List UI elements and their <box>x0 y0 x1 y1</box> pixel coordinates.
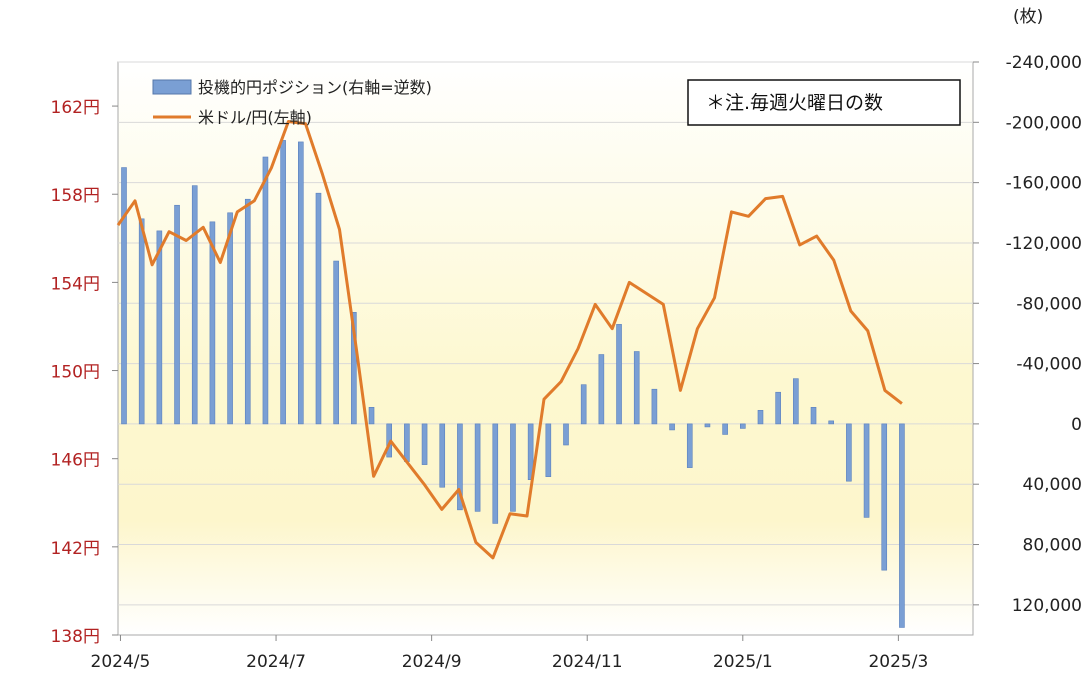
bar <box>174 204 180 425</box>
right-axis: -240,000 -200,000 -160,000 -120,000 -80,000 -… <box>973 53 1082 616</box>
bar <box>881 423 888 571</box>
right-tick-label: 40,000 <box>1023 475 1082 495</box>
bar <box>138 218 145 425</box>
bar <box>580 384 587 425</box>
bar <box>457 423 463 511</box>
right-tick-label: -120,000 <box>1006 234 1082 254</box>
bar <box>510 423 516 512</box>
bar <box>474 423 481 512</box>
bar <box>810 407 817 425</box>
bar <box>739 423 746 429</box>
bar <box>616 324 622 425</box>
bar <box>368 407 375 425</box>
bar <box>863 423 870 518</box>
legend-label-bar: 投機的円ポジション(右軸=逆数) <box>198 78 432 97</box>
bar <box>775 391 781 425</box>
bar <box>280 140 286 425</box>
bar <box>404 423 410 462</box>
usd-jpy-line <box>116 120 903 560</box>
bar <box>686 423 693 468</box>
bar <box>704 423 711 428</box>
line-series <box>116 120 903 560</box>
x-tick-label: 2024/11 <box>552 652 623 672</box>
bar <box>227 212 233 425</box>
bar <box>297 141 304 425</box>
bar <box>563 423 569 446</box>
note-text: ＊注.毎週火曜日の数 <box>706 92 883 114</box>
legend-label-line: 米ドル/円(左軸) <box>198 108 312 127</box>
bar <box>527 423 534 480</box>
legend: 投機的円ポジション(右軸=逆数) 米ドル/円(左軸) <box>152 78 432 127</box>
bar <box>333 260 339 425</box>
x-axis: 2024/5 2024/7 2024/9 2024/11 2025/1 2025/3 <box>91 635 928 672</box>
x-tick-label: 2025/3 <box>868 652 928 672</box>
left-tick-label: 150円 <box>51 363 100 383</box>
right-tick-label: -80,000 <box>1016 294 1082 314</box>
note-box: ＊注.毎週火曜日の数 <box>687 79 961 126</box>
right-tick-label: -200,000 <box>1006 113 1082 133</box>
bar <box>633 351 640 425</box>
bar <box>156 230 163 425</box>
right-axis-unit: (枚) <box>1013 7 1043 27</box>
bar <box>545 423 552 477</box>
left-axis: 138円 142円 146円 150円 154円 158円 162円 <box>51 98 118 647</box>
x-tick-label: 2024/7 <box>246 652 306 672</box>
x-tick-label: 2024/9 <box>402 652 462 672</box>
bar <box>846 423 852 482</box>
x-tick-label: 2025/1 <box>713 652 773 672</box>
right-tick-label: -240,000 <box>1006 53 1082 73</box>
bar <box>315 192 322 425</box>
bar <box>191 185 198 425</box>
bar <box>598 354 605 425</box>
bar <box>351 312 357 425</box>
bar <box>899 423 905 628</box>
bar <box>722 423 728 435</box>
legend-swatch-bar <box>152 79 192 95</box>
bar <box>121 167 127 425</box>
left-tick-label: 138円 <box>51 627 100 647</box>
x-tick-label: 2024/5 <box>91 652 151 672</box>
note-box-border <box>687 79 961 126</box>
right-tick-label: 80,000 <box>1023 536 1082 556</box>
right-tick-label: -40,000 <box>1016 355 1082 375</box>
left-tick-label: 162円 <box>51 98 100 118</box>
left-tick-label: 146円 <box>51 451 100 471</box>
right-tick-label: 0 <box>1071 415 1082 435</box>
bar <box>439 423 446 488</box>
bar <box>757 410 764 425</box>
bar <box>262 156 269 425</box>
bar <box>651 388 658 425</box>
left-tick-label: 154円 <box>51 274 100 294</box>
bar <box>492 423 499 524</box>
bar <box>828 420 835 425</box>
right-tick-label: -160,000 <box>1006 174 1082 194</box>
left-tick-label: 142円 <box>51 539 100 559</box>
bar <box>793 378 799 425</box>
bar <box>421 423 428 465</box>
bar <box>209 221 216 425</box>
bar <box>669 423 675 431</box>
bar <box>244 198 251 425</box>
plot-area <box>117 61 974 636</box>
bar-series <box>121 140 905 628</box>
left-tick-label: 158円 <box>51 186 100 206</box>
right-tick-label: 120,000 <box>1012 596 1082 616</box>
